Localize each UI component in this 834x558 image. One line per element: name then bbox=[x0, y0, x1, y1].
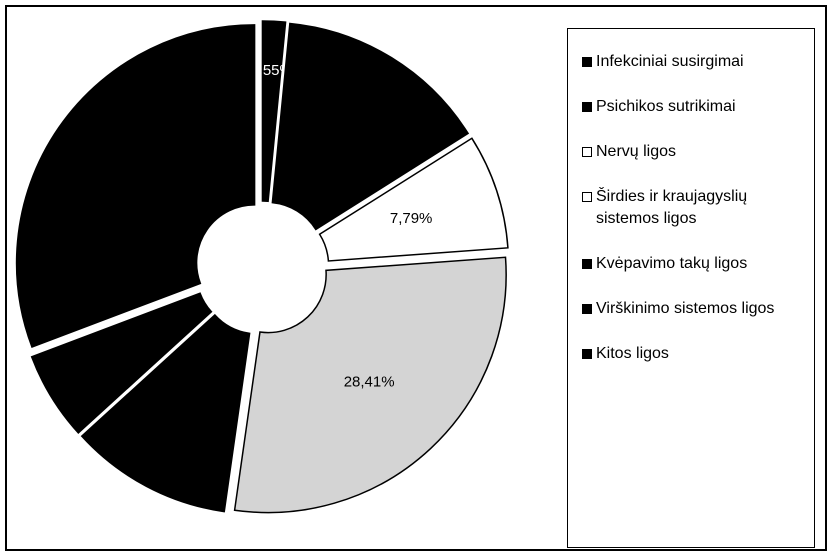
legend-swatch bbox=[582, 147, 592, 157]
legend-label: Psichikos sutrikimai bbox=[596, 98, 736, 115]
donut-segment bbox=[261, 20, 287, 203]
legend-label: Nervų ligos bbox=[596, 143, 677, 160]
donut-segment bbox=[318, 137, 509, 262]
legend-swatch bbox=[582, 102, 592, 112]
legend-swatch bbox=[582, 192, 592, 202]
legend-label: Širdies ir kraujagyslių sistemos ligos bbox=[596, 188, 748, 227]
chart-frame bbox=[5, 5, 827, 551]
donut-segment bbox=[30, 292, 213, 434]
data-label: 7,79% bbox=[390, 210, 433, 227]
legend-label: Virškinimo sistemos ligos bbox=[596, 300, 775, 317]
legend-label: Kvėpavimo takų ligos bbox=[596, 255, 748, 272]
data-label: 28,41% bbox=[344, 374, 395, 391]
legend-swatch bbox=[582, 57, 592, 67]
donut-segment bbox=[80, 313, 251, 513]
legend-swatch bbox=[582, 259, 592, 269]
donut-segment bbox=[233, 256, 507, 514]
legend-label: Kitos ligos bbox=[596, 345, 669, 362]
legend-item: Virškinimo sistemos ligos bbox=[582, 298, 806, 320]
legend-item: Infekciniai susirgimai bbox=[582, 51, 806, 73]
donut-segment bbox=[15, 24, 256, 348]
donut-segment bbox=[271, 22, 470, 231]
legend-item: Nervų ligos bbox=[582, 141, 806, 163]
legend: Infekciniai susirgimai Psichikos sutrikim… bbox=[567, 28, 815, 548]
legend-label: Infekciniai susirgimai bbox=[596, 53, 744, 70]
legend-swatch bbox=[582, 349, 592, 359]
data-label: 1,55% bbox=[250, 62, 293, 79]
legend-item: Psichikos sutrikimai bbox=[582, 96, 806, 118]
legend-item: Širdies ir kraujagyslių sistemos ligos bbox=[582, 186, 806, 230]
legend-swatch bbox=[582, 304, 592, 314]
legend-item: Kitos ligos bbox=[582, 343, 806, 365]
legend-item: Kvėpavimo takų ligos bbox=[582, 253, 806, 275]
